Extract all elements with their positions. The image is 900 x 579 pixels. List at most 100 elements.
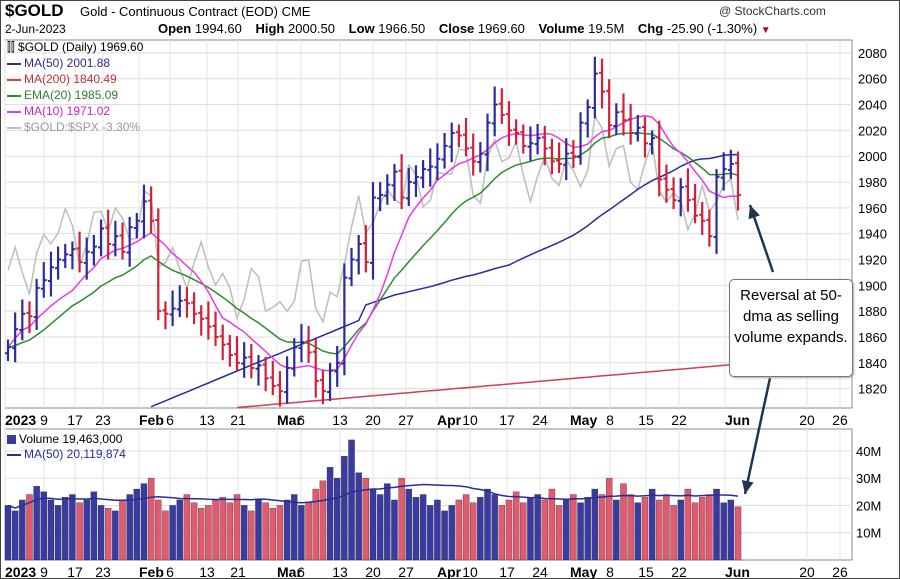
price-x-tick-label: Mar bbox=[277, 412, 302, 428]
price-bar bbox=[40, 262, 47, 298]
chg-value: -25.90 (-1.30%) bbox=[666, 21, 758, 36]
volume-bar bbox=[398, 477, 405, 561]
price-bar bbox=[370, 182, 376, 280]
volume-bar bbox=[455, 499, 463, 561]
price-bar bbox=[355, 234, 362, 275]
annotation-callout: Reversal at 50-dma as selling volume exp… bbox=[729, 279, 853, 377]
volume-bar bbox=[720, 502, 727, 561]
volume-tick-label: 10M bbox=[856, 526, 881, 541]
volume-bar bbox=[255, 499, 262, 561]
price-bar bbox=[90, 234, 97, 266]
price-bar bbox=[527, 126, 534, 161]
volume-bar bbox=[33, 486, 40, 561]
volume-bar bbox=[155, 499, 162, 561]
volume-bar bbox=[226, 502, 234, 561]
price-bar bbox=[420, 160, 427, 188]
price-bar bbox=[148, 186, 155, 234]
price-bar bbox=[391, 163, 398, 201]
volume-bar bbox=[634, 502, 641, 561]
price-bar bbox=[541, 125, 548, 166]
legend-ratio-text: $GOLD:$SPX -3.30% bbox=[24, 120, 141, 134]
volume-bar bbox=[470, 502, 477, 561]
price-bar bbox=[226, 334, 233, 367]
volume-bar bbox=[162, 510, 169, 561]
price-bar bbox=[234, 336, 241, 371]
price-bar bbox=[105, 209, 112, 260]
ma200-swatch-icon bbox=[7, 78, 21, 81]
volume-bar bbox=[591, 488, 599, 561]
price-bar bbox=[298, 324, 305, 363]
volume-x-tick-label: 23 bbox=[95, 564, 111, 579]
price-bar bbox=[692, 183, 699, 224]
instrument-name: Gold - Continuous Contract (EOD) CME bbox=[80, 4, 310, 19]
price-tick-label: 2000 bbox=[858, 149, 887, 164]
volume-bar bbox=[97, 505, 105, 561]
annotation-arrow-price-head bbox=[748, 205, 760, 220]
close-label: Close bbox=[438, 21, 475, 36]
volume-bar bbox=[577, 502, 584, 561]
price-x-tick-label: 26 bbox=[832, 412, 848, 428]
price-bar bbox=[427, 148, 434, 187]
volume-x-tick-label: Mar bbox=[277, 564, 302, 579]
price-bar bbox=[477, 142, 484, 173]
volume-bar bbox=[40, 491, 47, 561]
ma200-series-line bbox=[236, 363, 739, 409]
volume-x-tick-label: 6 bbox=[297, 564, 305, 579]
volume-x-tick-label: 6 bbox=[166, 564, 174, 579]
exchange-label: CME bbox=[281, 4, 311, 19]
price-bar bbox=[98, 219, 105, 257]
price-bar bbox=[584, 99, 591, 138]
price-bar bbox=[556, 142, 563, 173]
price-bar bbox=[398, 154, 405, 210]
volume-x-tick-label: 10 bbox=[462, 564, 478, 579]
volume-bar bbox=[627, 494, 634, 561]
price-bar bbox=[140, 184, 147, 239]
symbol-title: $GOLD bbox=[5, 1, 64, 20]
price-bar bbox=[348, 247, 355, 287]
volume-bar bbox=[641, 497, 649, 561]
volume-value: 19.5M bbox=[588, 21, 625, 36]
price-bar bbox=[634, 114, 641, 142]
price-tick-label: 1940 bbox=[858, 227, 887, 242]
legend-ma200: MA(200) 1840.49 bbox=[7, 72, 117, 86]
volume-x-tick-label: 17 bbox=[499, 564, 515, 579]
volume-bar bbox=[140, 483, 148, 561]
source-label[interactable]: @ StockCharts.com bbox=[719, 4, 826, 18]
volume-bar bbox=[441, 510, 448, 561]
volume-bar bbox=[648, 488, 656, 561]
volume-bar bbox=[727, 499, 735, 561]
high-label: High bbox=[255, 21, 285, 36]
price-x-tick-label: 17 bbox=[67, 412, 83, 428]
volume-x-tick-label: Jun bbox=[725, 564, 750, 579]
volume-bar bbox=[283, 499, 291, 561]
volume-bar bbox=[498, 505, 506, 561]
legend-price-text: $GOLD (Daily) 1969.60 bbox=[18, 40, 144, 54]
volume-bar bbox=[169, 505, 176, 561]
volume-bar bbox=[384, 483, 391, 561]
volume-bar bbox=[269, 507, 276, 561]
legend-ema20-text: EMA(20) 1985.09 bbox=[24, 88, 119, 102]
price-bar bbox=[677, 178, 684, 217]
price-bar bbox=[83, 237, 90, 280]
price-tick-label: 2040 bbox=[858, 98, 887, 113]
price-bar bbox=[599, 58, 606, 109]
volume-bar bbox=[734, 506, 742, 561]
volume-bar bbox=[534, 494, 541, 561]
volume-x-tick-label: 2023 bbox=[5, 564, 36, 579]
legend-volma-text: MA(50) 20,119,874 bbox=[24, 447, 126, 461]
volume-bar bbox=[105, 507, 112, 561]
price-bar bbox=[33, 278, 40, 331]
price-bar bbox=[119, 222, 126, 260]
volume-bar bbox=[11, 510, 19, 561]
volume-bar bbox=[684, 488, 692, 561]
price-tick-label: 1860 bbox=[858, 330, 887, 345]
volume-bar bbox=[412, 497, 420, 561]
volume-bar bbox=[133, 488, 141, 561]
price-bar bbox=[534, 123, 541, 155]
volume-bar bbox=[677, 499, 684, 561]
price-bar bbox=[434, 143, 441, 181]
price-x-tick-label: 20 bbox=[365, 412, 381, 428]
price-x-tick-label: 9 bbox=[40, 412, 48, 428]
volume-bar bbox=[326, 467, 334, 561]
price-x-tick-label: 24 bbox=[532, 412, 548, 428]
